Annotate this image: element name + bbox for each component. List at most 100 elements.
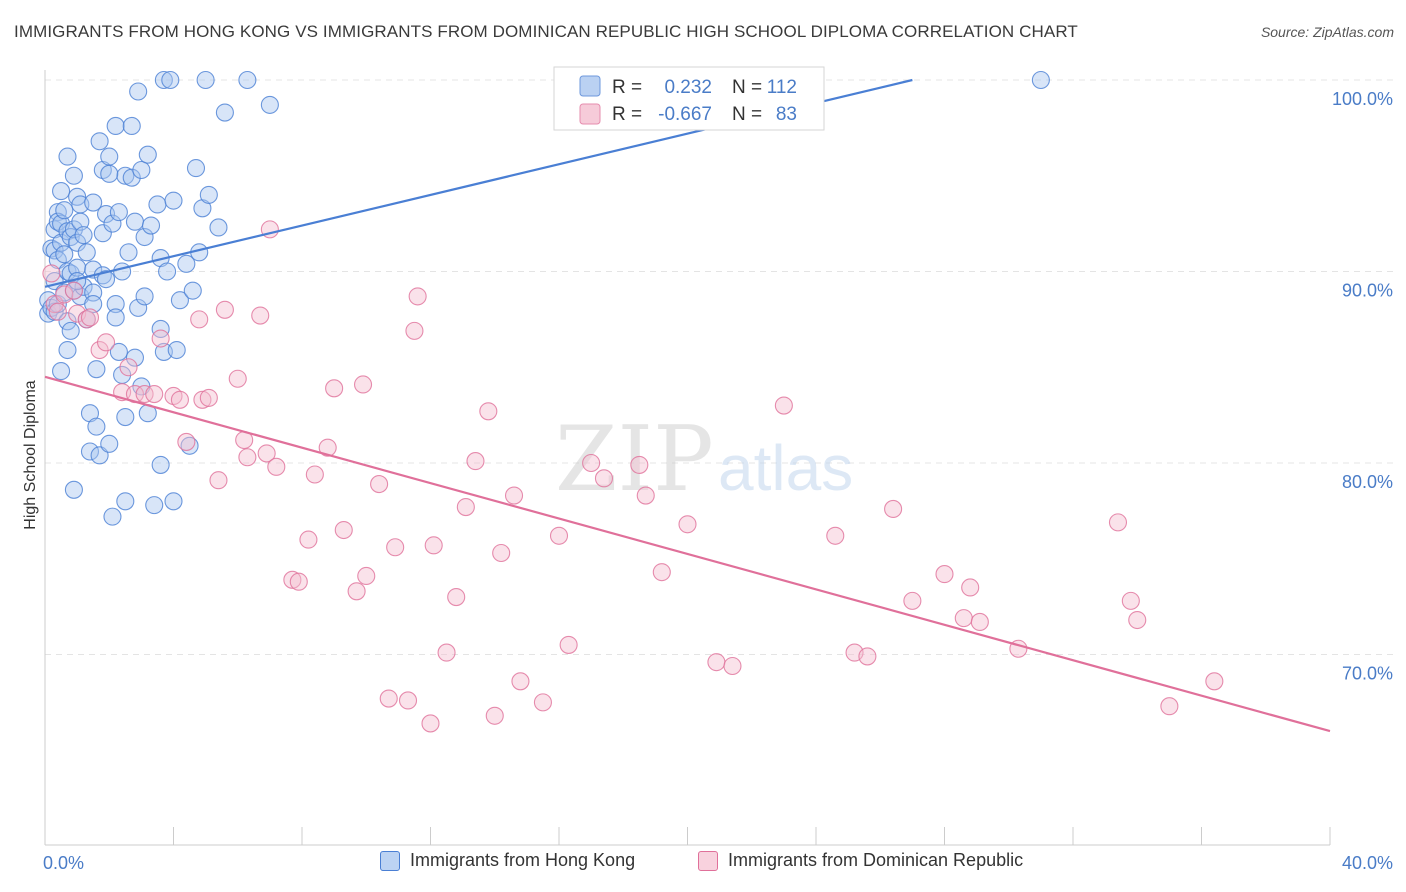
watermark: ZIP atlas — [555, 407, 853, 512]
hong-kong-point-71 — [122, 168, 141, 187]
hong-kong-point-99 — [186, 159, 206, 178]
dominican-point-2 — [48, 302, 67, 321]
hong-kong-point-8 — [48, 203, 67, 222]
series-hong-kong-points — [39, 70, 1050, 526]
hong-kong-point-79 — [135, 287, 154, 306]
hong-kong-point-102 — [196, 70, 215, 90]
bottom-legend-swatch-pink — [698, 850, 718, 871]
dominican-point-51 — [456, 497, 475, 517]
dominican-point-27 — [251, 306, 270, 325]
hong-kong-point-55 — [100, 147, 119, 166]
hong-kong-point-95 — [170, 291, 189, 310]
dominican-point-69 — [774, 396, 793, 415]
dominican-point-22 — [209, 471, 228, 490]
dominican-point-38 — [347, 582, 366, 601]
dominican-point-23 — [215, 300, 234, 319]
hong-kong-point-86 — [151, 319, 170, 339]
dominican-point-68 — [723, 656, 742, 676]
dominican-point-24 — [228, 369, 247, 388]
dominican-point-40 — [357, 566, 376, 586]
hong-kong-point-22 — [58, 312, 77, 331]
hong-kong-point-70 — [122, 116, 141, 136]
hong-kong-point-60 — [106, 295, 125, 314]
y-tick-label-2: 90.0% — [1342, 281, 1393, 301]
dominican-point-58 — [533, 693, 552, 712]
hong-kong-point-26 — [61, 321, 80, 340]
hong-kong-point-110 — [84, 295, 103, 314]
dominican-point-21 — [199, 388, 218, 407]
trend-line-dominican — [44, 375, 1331, 733]
hong-kong-point-19 — [58, 147, 77, 166]
dominican-point-73 — [884, 499, 903, 519]
hong-kong-point-14 — [52, 233, 71, 252]
dominican-point-7 — [80, 308, 100, 327]
dominican-point-48 — [424, 536, 443, 555]
dominican-point-26 — [238, 448, 257, 467]
hong-kong-point-83 — [145, 496, 164, 515]
hong-kong-point-43 — [84, 193, 103, 212]
hong-kong-point-23 — [58, 340, 77, 360]
dominican-point-84 — [1205, 672, 1224, 691]
hong-kong-point-61 — [106, 308, 125, 327]
legend-n-value-1: 112 — [767, 77, 797, 98]
dominican-point-33 — [299, 530, 318, 549]
source-label: Source: ZipAtlas.com — [1260, 24, 1394, 40]
legend-box: R = 0.232 N = 112 R = -0.667 N = 83 — [553, 66, 825, 131]
hong-kong-point-15 — [52, 362, 71, 381]
dominican-point-39 — [353, 375, 373, 394]
dominican-point-81 — [1121, 591, 1140, 610]
hong-kong-point-17 — [55, 245, 74, 264]
x-tick-label-0: 0.0% — [43, 853, 84, 873]
dominican-point-41 — [370, 475, 389, 494]
hong-kong-point-88 — [154, 70, 173, 90]
hong-kong-point-56 — [100, 434, 119, 453]
hong-kong-point-27 — [64, 166, 83, 185]
hong-kong-point-109 — [100, 164, 119, 183]
hong-kong-point-111 — [1031, 70, 1050, 90]
dominican-point-11 — [119, 358, 138, 377]
hong-kong-point-94 — [167, 340, 186, 360]
dominican-point-20 — [193, 390, 212, 409]
legend-r-label-1: R = — [612, 77, 642, 98]
legend-r-label-2: R = — [612, 104, 642, 125]
hong-kong-point-91 — [161, 70, 180, 90]
hong-kong-point-46 — [87, 417, 106, 436]
hong-kong-point-39 — [77, 243, 96, 262]
x-tick-labels: 0.0% 40.0% — [43, 853, 1393, 873]
dominican-point-0 — [42, 264, 61, 283]
dominican-point-56 — [504, 486, 524, 505]
bottom-legend-item-hong-kong: Immigrants from Hong Kong — [380, 850, 635, 871]
dominican-point-14 — [145, 385, 164, 404]
dominican-point-61 — [582, 453, 601, 473]
hong-kong-point-42 — [80, 442, 100, 461]
dominican-point-35 — [318, 438, 337, 457]
dominican-point-19 — [190, 310, 209, 329]
legend-swatch-blue — [579, 75, 601, 97]
hong-kong-point-74 — [129, 82, 148, 101]
hong-kong-point-106 — [238, 70, 257, 90]
hong-kong-point-64 — [113, 262, 132, 281]
bottom-legend-label-hong-kong: Immigrants from Hong Kong — [410, 850, 636, 870]
hong-kong-point-33 — [68, 258, 87, 277]
dominican-point-36 — [325, 379, 344, 398]
dominican-point-76 — [954, 609, 973, 628]
hong-kong-point-21 — [58, 262, 77, 281]
watermark-atlas: atlas — [718, 432, 853, 504]
gridlines — [45, 79, 1395, 655]
bottom-legend-item-dominican: Immigrants from Dominican Republic — [698, 850, 1023, 871]
dominican-point-47 — [421, 714, 440, 733]
trend-lines — [44, 78, 1331, 733]
y-axis-label: High School Diploma — [22, 380, 39, 530]
dominican-point-67 — [707, 653, 726, 672]
legend-r-value-1: 0.232 — [664, 77, 712, 98]
axes — [44, 70, 1331, 846]
bottom-legend-swatch-blue — [380, 850, 400, 871]
dominican-point-64 — [636, 486, 655, 505]
hong-kong-point-92 — [164, 191, 183, 210]
hong-kong-point-28 — [64, 220, 83, 239]
dominican-point-8 — [90, 340, 109, 360]
dominican-point-3 — [55, 285, 74, 304]
dominican-point-83 — [1160, 697, 1179, 716]
dominican-point-62 — [594, 469, 614, 488]
